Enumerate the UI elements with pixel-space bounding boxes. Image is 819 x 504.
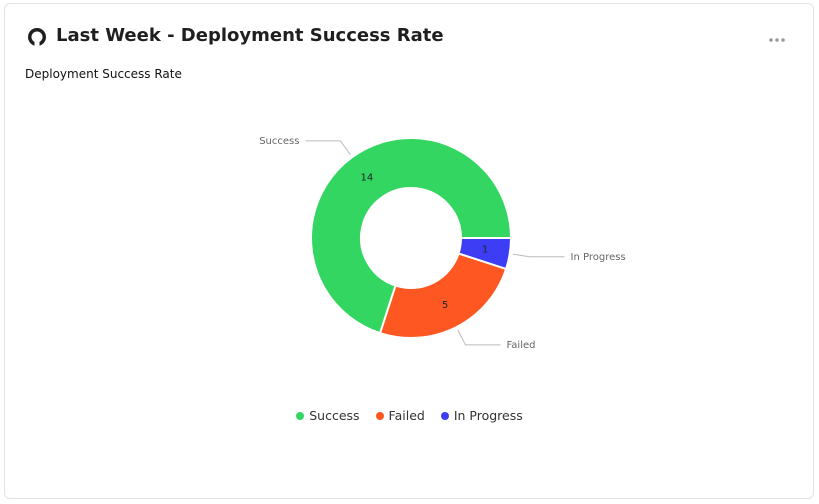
slice-label: In Progress bbox=[571, 252, 626, 263]
card bbox=[4, 3, 814, 499]
donut-slice bbox=[457, 237, 513, 271]
donut-slice bbox=[310, 137, 513, 335]
legend-label: Success bbox=[309, 408, 360, 423]
legend-marker bbox=[375, 411, 384, 420]
more-menu[interactable] bbox=[769, 38, 785, 42]
value-label: 5 bbox=[442, 300, 448, 311]
github-icon bbox=[28, 28, 46, 47]
leader-line bbox=[457, 329, 501, 346]
legend-item[interactable]: Failed bbox=[375, 408, 425, 423]
legend-label: In Progress bbox=[453, 408, 523, 423]
slice-label: Success bbox=[259, 136, 299, 147]
slice-label: Failed bbox=[506, 340, 535, 351]
legend-item[interactable]: Success bbox=[296, 408, 360, 423]
value-label: 14 bbox=[361, 172, 374, 183]
chart-title: Deployment Success Rate bbox=[25, 67, 182, 81]
value-label: 1 bbox=[482, 245, 488, 256]
legend-item[interactable]: In Progress bbox=[440, 408, 523, 423]
leader-line bbox=[305, 140, 351, 155]
legend: Success Failed In Progress bbox=[0, 408, 819, 423]
legend-marker bbox=[440, 411, 449, 420]
widget-title: Last Week - Deployment Success Rate bbox=[56, 25, 444, 46]
leader-line bbox=[512, 253, 565, 258]
legend-marker bbox=[296, 411, 305, 420]
donut-slice bbox=[378, 252, 508, 339]
legend-label: Failed bbox=[388, 408, 425, 423]
